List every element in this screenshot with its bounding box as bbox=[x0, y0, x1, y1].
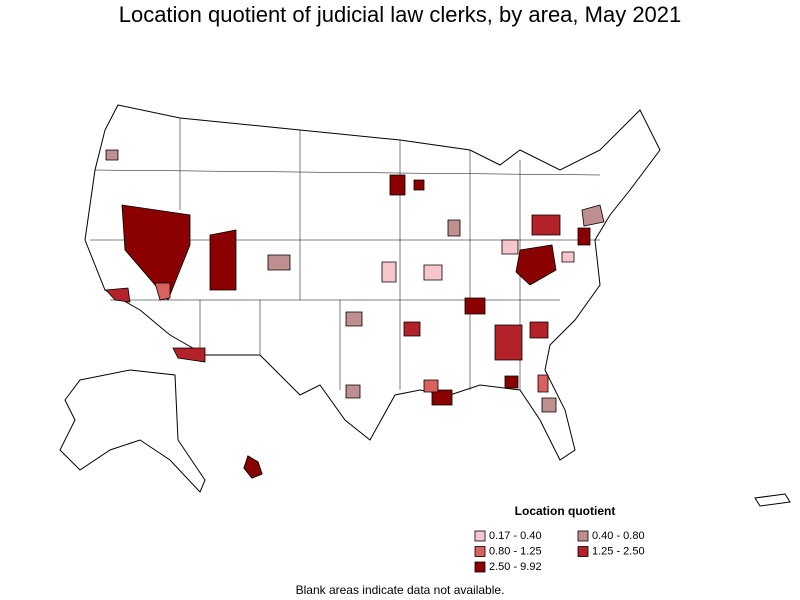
west-virginia-area bbox=[515, 244, 557, 286]
alabama-area bbox=[423, 379, 439, 393]
georgia-south-area bbox=[504, 375, 519, 389]
legend-swatch bbox=[474, 561, 486, 573]
socal-area bbox=[105, 287, 131, 303]
hawaii-area bbox=[243, 455, 263, 479]
tennessee-area bbox=[464, 297, 486, 315]
legend-swatch bbox=[577, 546, 589, 557]
new-jersey-area bbox=[577, 227, 591, 246]
nevada-south-area bbox=[154, 282, 171, 301]
legend-label: 0.40 - 0.80 bbox=[592, 530, 645, 542]
utah-area bbox=[209, 229, 237, 291]
pennsylvania-area bbox=[531, 214, 561, 236]
arkansas-area bbox=[403, 321, 421, 337]
map bbox=[59, 104, 791, 507]
legend-swatch bbox=[474, 530, 486, 542]
oklahoma-area bbox=[345, 311, 363, 327]
legend: Location quotient 0.17 - 0.40 0.40 - 0.80… bbox=[474, 504, 645, 573]
lower-48 bbox=[84, 104, 661, 461]
louisiana-area bbox=[431, 389, 453, 406]
legend-label: 0.17 - 0.40 bbox=[489, 530, 542, 542]
missouri-area bbox=[423, 264, 443, 281]
florida-south-area bbox=[541, 397, 557, 413]
legend-title: Location quotient bbox=[515, 504, 616, 518]
alaska bbox=[59, 369, 206, 493]
puerto-rico bbox=[754, 493, 791, 507]
ohio-area bbox=[501, 239, 519, 255]
northeast-area bbox=[581, 204, 605, 227]
virginia-area bbox=[561, 251, 575, 263]
kansas-area bbox=[381, 261, 397, 283]
legend-label: 2.50 - 9.92 bbox=[489, 561, 542, 573]
footnote: Blank areas indicate data not available. bbox=[296, 583, 505, 597]
legend-swatch bbox=[474, 546, 486, 557]
legend-label: 1.25 - 2.50 bbox=[592, 545, 645, 557]
colorado-area bbox=[267, 254, 291, 271]
map-title: Location quotient of judicial law clerks… bbox=[119, 2, 682, 27]
legend-swatch bbox=[577, 530, 589, 542]
wisconsin-area bbox=[413, 179, 425, 191]
georgia-area bbox=[494, 324, 523, 361]
texas-area bbox=[345, 384, 361, 399]
indiana-area bbox=[447, 219, 461, 237]
carolina-area bbox=[529, 321, 549, 339]
nevada-area bbox=[121, 204, 191, 301]
minnesota-area bbox=[389, 174, 406, 196]
arizona-area bbox=[172, 347, 206, 363]
legend-label: 0.80 - 1.25 bbox=[489, 545, 542, 557]
florida-area bbox=[537, 374, 549, 393]
oregon-area bbox=[105, 149, 119, 161]
